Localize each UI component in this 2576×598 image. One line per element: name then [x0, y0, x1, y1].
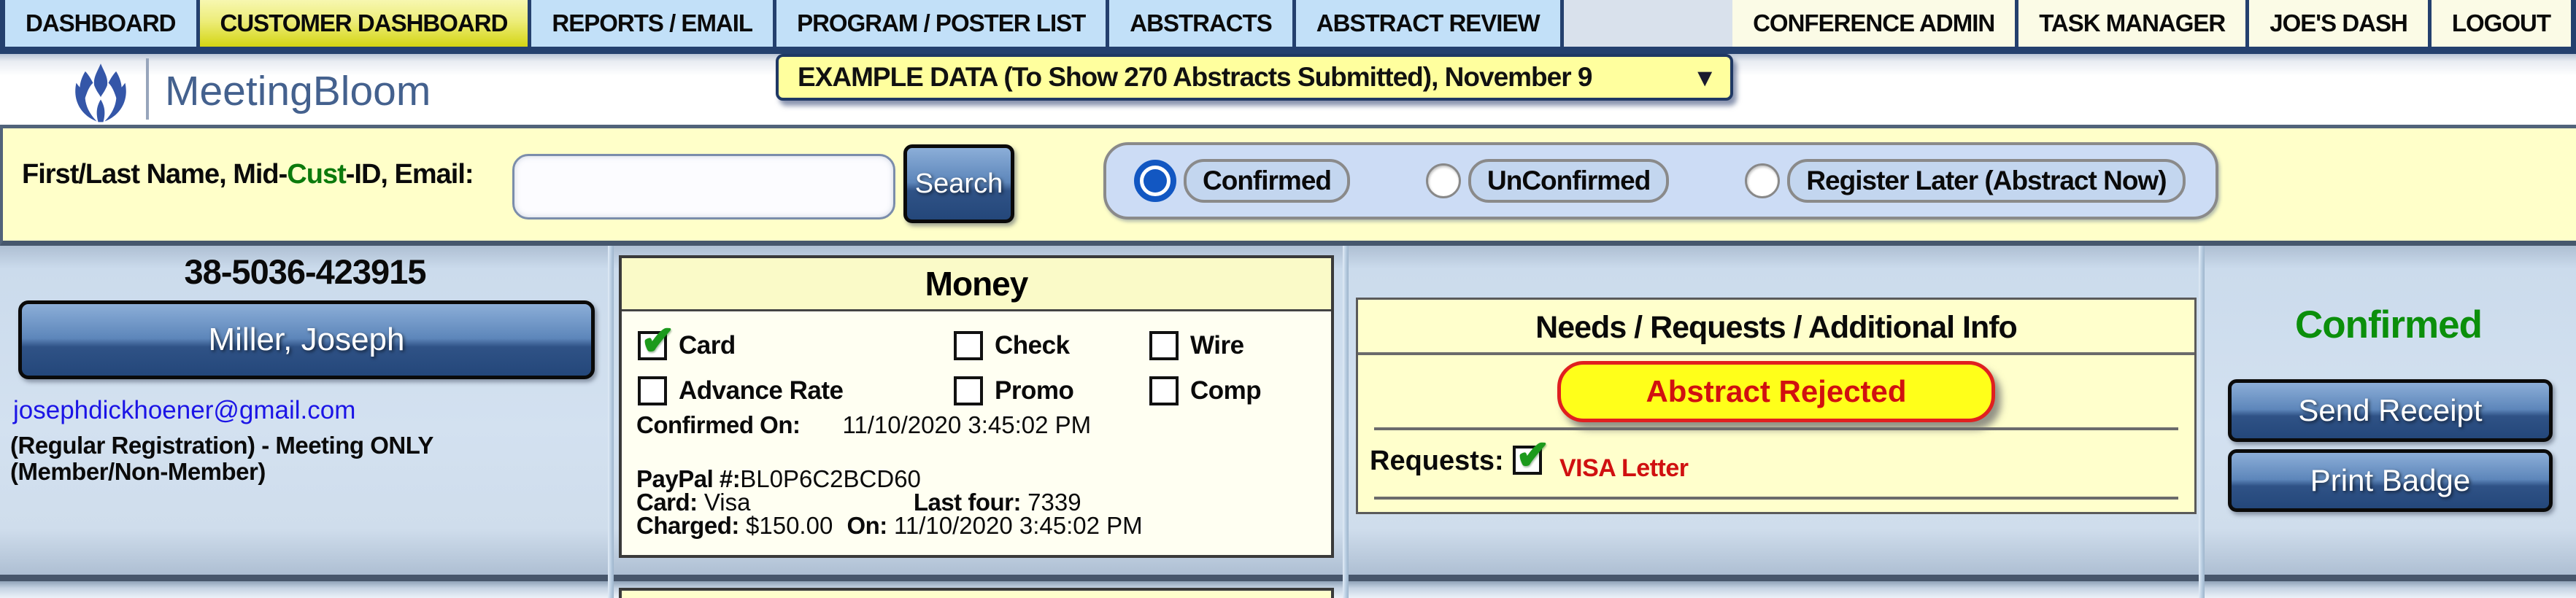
chevron-down-icon: ▼ [1692, 64, 1717, 92]
flower-icon [75, 63, 126, 123]
needs-panel-title: Needs / Requests / Additional Info [1535, 310, 2018, 345]
customer-name-button[interactable]: Miller, Joseph [18, 300, 595, 379]
charged-line: Charged: $150.00 On: 11/10/2020 3:45:02 … [636, 512, 1143, 539]
brand-name: MeetingBloom [165, 68, 431, 114]
money-panel: Money Card Check Wire Advance Rate Promo… [619, 255, 1334, 558]
status-filter-group: Confirmed UnConfirmed Register Later (Ab… [1103, 142, 2218, 220]
card-checkbox[interactable] [638, 317, 675, 365]
nav-joes-dash[interactable]: JOE'S DASH [2249, 0, 2432, 47]
registration-type-line2: (Member/Non-Member) [10, 458, 266, 485]
requests-label: Requests: [1370, 446, 1504, 476]
conference-selector-label: EXAMPLE DATA (To Show 270 Abstracts Subm… [798, 62, 1592, 92]
nav-abstracts[interactable]: ABSTRACTS [1109, 0, 1296, 47]
divider-line [1374, 497, 2178, 500]
registration-type-line1: (Regular Registration) - Meeting ONLY [10, 432, 433, 459]
confirmed-on-line: Confirmed On: 11/10/2020 3:45:02 PM [636, 411, 1092, 438]
nav-dashboard[interactable]: DASHBOARD [0, 0, 200, 47]
comp-label: Comp [1190, 376, 1262, 405]
column-divider [608, 581, 614, 598]
column-divider [1343, 246, 1349, 598]
nav-spacer [1563, 0, 1733, 47]
payment-option-advance-rate: Advance Rate [638, 376, 844, 405]
radio-label-confirmed[interactable]: Confirmed [1184, 159, 1350, 203]
row-divider [0, 575, 2576, 581]
card-line: Card: Visa Last four: 7339 [636, 489, 1081, 516]
search-field-label: First/Last Name, Mid-Cust-ID, Email: [22, 159, 474, 190]
paypal-line: PayPal #:BL0P6C2BCD60 [636, 465, 921, 492]
payment-option-comp: Comp [1149, 376, 1262, 405]
send-receipt-button[interactable]: Send Receipt [2228, 379, 2553, 442]
promo-label: Promo [995, 376, 1074, 405]
card-label: Card [679, 331, 736, 360]
search-button[interactable]: Search [903, 144, 1014, 223]
check-label: Check [995, 331, 1070, 360]
conference-selector-dropdown[interactable]: EXAMPLE DATA (To Show 270 Abstracts Subm… [776, 54, 1733, 101]
header-row: MeetingBloom EXAMPLE DATA (To Show 270 A… [0, 54, 2576, 125]
money-panel-title: Money [622, 258, 1331, 311]
column-divider [1343, 581, 1349, 598]
check-checkbox[interactable] [954, 331, 983, 360]
nav-logout[interactable]: LOGOUT [2431, 0, 2576, 47]
needs-requests-panel: Needs / Requests / Additional Info Abstr… [1356, 298, 2197, 514]
confirmed-status-text: Confirmed [2295, 303, 2483, 346]
next-money-panel-partial [619, 588, 1334, 598]
print-badge-button[interactable]: Print Badge [2228, 449, 2553, 512]
nav-program-poster-list[interactable]: PROGRAM / POSTER LIST [776, 0, 1110, 47]
radio-register-later[interactable] [1745, 163, 1781, 198]
customer-id: 38-5036-423915 [184, 252, 427, 291]
radio-unconfirmed[interactable] [1426, 163, 1461, 198]
payment-option-card: Card [638, 317, 736, 365]
advance-rate-label: Advance Rate [679, 376, 844, 405]
divider-line [1374, 427, 2178, 430]
comp-checkbox[interactable] [1149, 376, 1179, 405]
promo-checkbox[interactable] [954, 376, 983, 405]
nav-reports-email[interactable]: REPORTS / EMAIL [531, 0, 777, 47]
visa-letter-label: VISA Letter [1559, 454, 1689, 482]
advance-rate-checkbox[interactable] [638, 376, 667, 405]
nav-customer-dashboard[interactable]: CUSTOMER DASHBOARD [199, 0, 532, 47]
nav-task-manager[interactable]: TASK MANAGER [2018, 0, 2250, 47]
logo-divider [146, 58, 149, 120]
divider-line [1358, 352, 2194, 355]
nav-conference-admin[interactable]: CONFERENCE ADMIN [1732, 0, 2019, 47]
search-input[interactable] [512, 154, 895, 220]
payment-option-wire: Wire [1149, 331, 1244, 360]
wire-checkbox[interactable] [1149, 331, 1179, 360]
column-divider [2199, 246, 2205, 598]
payment-option-promo: Promo [954, 376, 1074, 405]
column-divider [2199, 581, 2205, 598]
radio-label-register-later[interactable]: Register Later (Abstract Now) [1787, 159, 2186, 203]
visa-letter-checkbox[interactable] [1513, 431, 1550, 479]
radio-confirmed[interactable] [1134, 160, 1176, 202]
payment-option-check: Check [954, 331, 1070, 360]
column-divider [608, 246, 614, 598]
abstract-status-badge[interactable]: Abstract Rejected [1557, 361, 1995, 422]
wire-label: Wire [1190, 331, 1244, 360]
top-navbar: DASHBOARD CUSTOMER DASHBOARD REPORTS / E… [0, 0, 2576, 54]
nav-abstract-review[interactable]: ABSTRACT REVIEW [1295, 0, 1564, 47]
radio-label-unconfirmed[interactable]: UnConfirmed [1468, 159, 1670, 203]
customer-email-link[interactable]: josephdickhoener@gmail.com [13, 396, 356, 424]
